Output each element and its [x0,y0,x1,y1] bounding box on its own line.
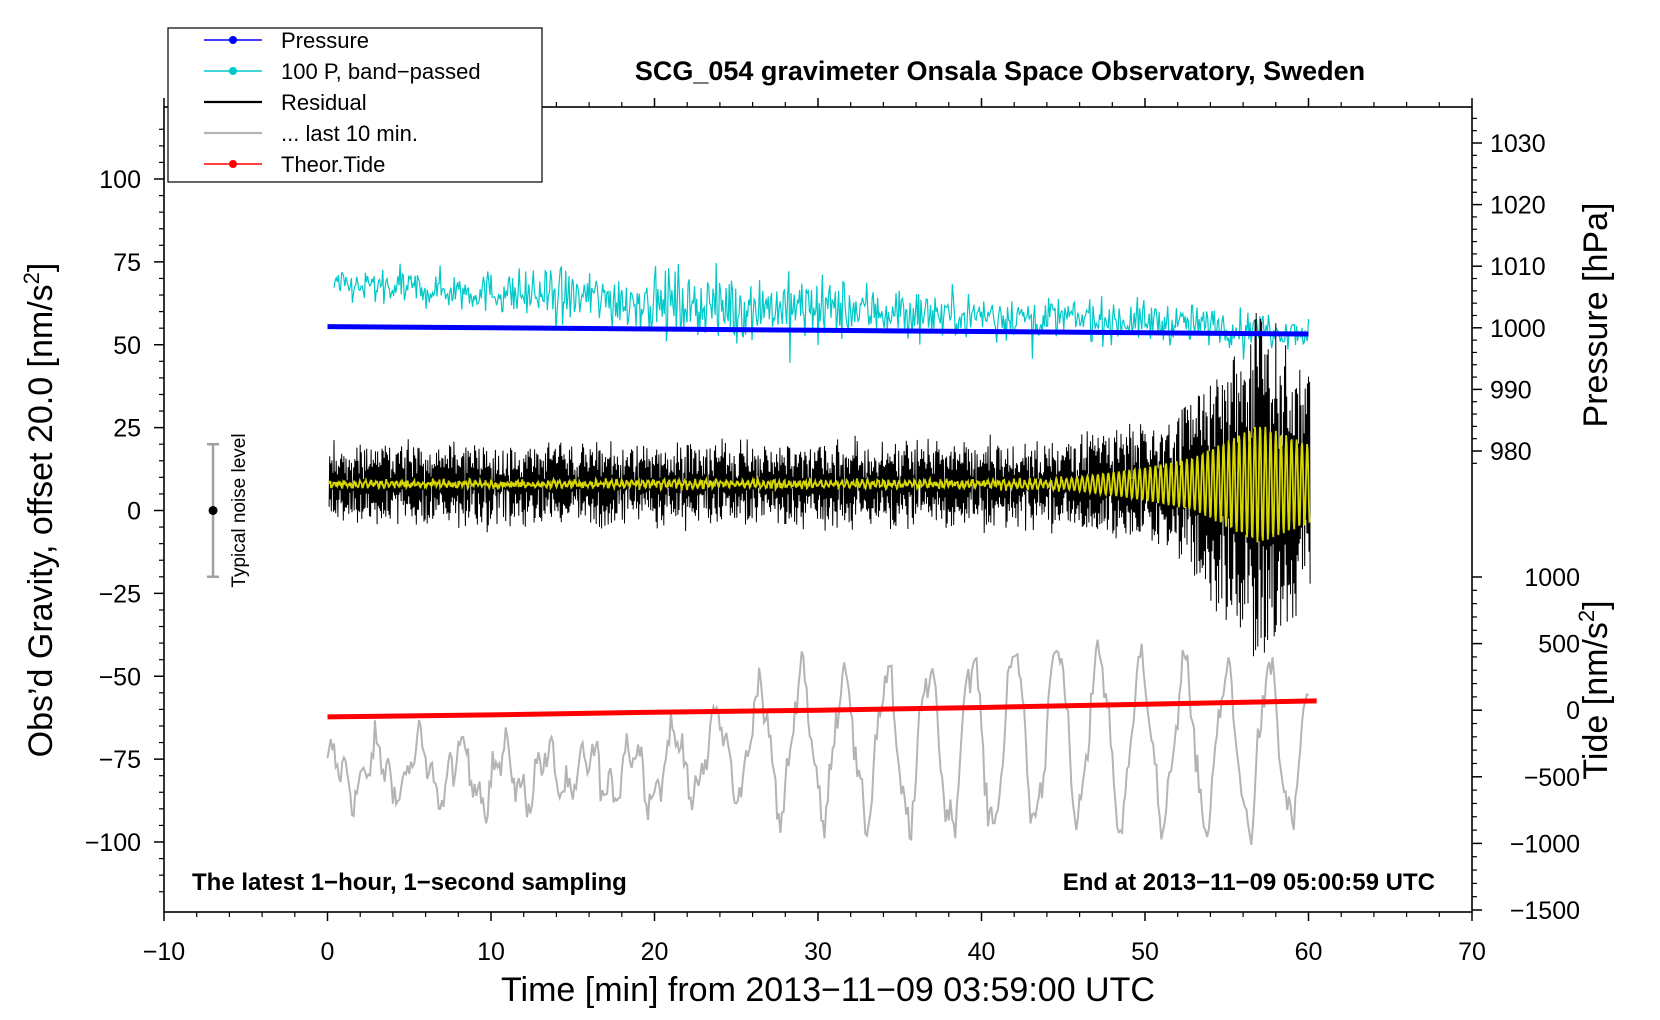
y-axis-left-title-close: ] [22,263,60,272]
y-left-tick-label: 50 [113,332,141,360]
y-axis-tide-title-sup: 2 [1574,610,1599,622]
y-left-tick-label: 100 [99,166,141,194]
annotation-end-time: End at 2013−11−09 05:00:59 UTC [1063,869,1435,896]
y-left-tick-label: 0 [127,498,141,526]
y-axis-tide-title-text: Tide [nm/s [1577,622,1615,779]
series-theor-tide [327,698,1317,720]
series-smoothed-residual [328,426,1311,543]
tide-tick-label: −1000 [1510,830,1580,858]
legend: Pressure 100 P, band−passed Residual ... la… [167,27,543,183]
noise-level-label: Typical noise level [229,433,250,587]
series-last-10-min [326,639,1309,845]
noise-bar-center-dot [208,506,218,515]
y-left-tick-label: −50 [99,663,141,691]
legend-label: ... last 10 min. [281,121,418,146]
chart-title: SCG_054 gravimeter Onsala Space Observat… [635,56,1365,86]
tide-tick-label: 1000 [1524,564,1580,592]
x-tick-label: 60 [1295,938,1323,966]
x-tick-label: 70 [1458,938,1486,966]
y-left-tick-label: −75 [99,746,141,774]
pressure-tick-label: 1000 [1490,315,1546,343]
legend-label: Residual [281,90,367,115]
pressure-tick-label: 1020 [1490,192,1546,220]
x-tick-label: −10 [143,938,185,966]
y-left-tick-label: −100 [85,829,141,857]
x-tick-label: 0 [321,938,335,966]
x-tick-label: 50 [1131,938,1159,966]
axes-layer: −10 0 10 20 30 40 50 60 701007550250−25−50−75−10… [85,98,1580,966]
legend-box [167,27,543,183]
y-axis-left-title-sup: 2 [19,272,44,284]
y-axis-left-title: Obs’d Gravity, offset 20.0 [nm/s2] [19,263,60,758]
legend-marker [229,36,237,44]
series-group [326,262,1317,845]
pressure-tick-label: 990 [1490,376,1532,404]
legend-marker [229,160,237,168]
y-left-tick-label: 75 [113,249,141,277]
y-axis-pressure-title: Pressure [hPa] [1577,203,1615,428]
y-left-tick-label: −25 [99,580,141,608]
legend-label: Pressure [281,28,369,53]
tide-tick-label: −1500 [1510,897,1580,925]
tide-tick-label: −500 [1524,764,1580,792]
legend-marker [229,67,237,75]
y-axis-tide-title: Tide [nm/s2] [1574,600,1615,779]
noise-level-indicator: Typical noise level [207,433,250,588]
series-pressure [327,324,1309,337]
series-bandpassed-pressure [333,262,1310,364]
x-tick-label: 20 [641,938,669,966]
pressure-tick-label: 980 [1490,438,1532,466]
y-left-tick-label: 25 [113,415,141,443]
legend-label: Theor.Tide [281,152,385,177]
x-tick-label: 30 [804,938,832,966]
series-layer [326,262,1317,845]
annotation-sampling: The latest 1−hour, 1−second sampling [192,869,627,896]
tide-tick-label: 0 [1566,697,1580,725]
y-axis-tide-title-close: ] [1577,600,1615,609]
y-axis-left-title-text: Obs’d Gravity, offset 20.0 [nm/s [22,284,60,757]
x-tick-label: 10 [477,938,505,966]
pressure-tick-label: 1030 [1490,130,1546,158]
tide-tick-label: 500 [1538,631,1580,659]
pressure-tick-label: 1010 [1490,253,1546,281]
legend-label: 100 P, band−passed [281,59,481,84]
x-tick-label: 40 [968,938,996,966]
x-axis-title: Time [min] from 2013−11−09 03:59:00 UTC [501,971,1155,1009]
